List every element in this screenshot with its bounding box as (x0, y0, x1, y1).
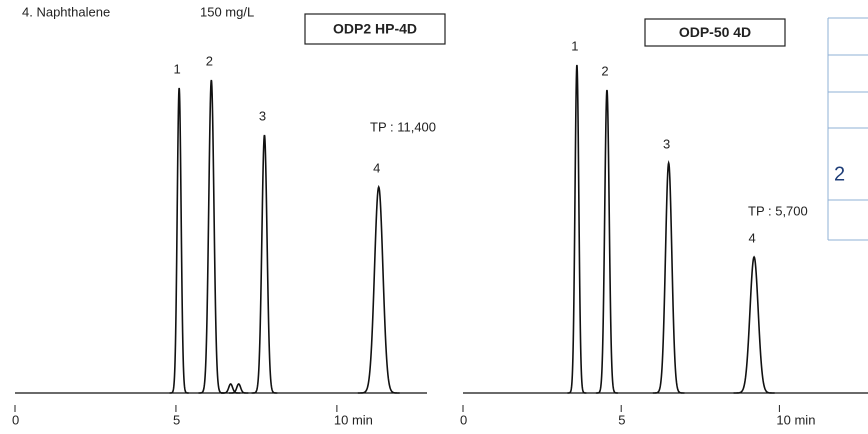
peak (198, 79, 225, 394)
peak (221, 383, 241, 394)
peak (733, 255, 775, 394)
x-tick-label: 10 min (776, 412, 815, 427)
peak (652, 159, 685, 394)
title-box (644, 18, 786, 47)
compound: 4. Naphthalene (22, 4, 110, 19)
peak-label: 3 (663, 136, 670, 151)
peak-label: 3 (259, 108, 266, 123)
peak (357, 184, 400, 394)
table-cell: 2 (834, 163, 845, 185)
x-tick-label: 0 (460, 412, 467, 427)
side-table: 2 (827, 17, 868, 241)
peak-label: 4 (748, 230, 755, 245)
x-tick-label: 5 (173, 412, 180, 427)
plate-count: TP : 11,400 (370, 119, 436, 134)
x-tick-label: 0 (12, 412, 19, 427)
peak-label: 1 (571, 38, 578, 53)
peak-label: 2 (206, 53, 213, 68)
title-box (304, 13, 446, 45)
peak (251, 134, 278, 394)
x-tick-label: 10 min (334, 412, 373, 427)
chart-title: ODP-50 4D (679, 24, 751, 40)
concentration: 150 mg/L (200, 4, 254, 19)
peak-label: 4 (373, 160, 380, 175)
peak-label: 2 (601, 63, 608, 78)
plate-count: TP : 5,700 (748, 203, 808, 218)
x-tick-label: 5 (618, 412, 625, 427)
peak (595, 89, 619, 394)
peak (567, 64, 587, 394)
peak-label: 1 (174, 61, 181, 76)
chart-title: ODP2 HP-4D (333, 21, 417, 37)
peak (169, 87, 189, 394)
peak (229, 383, 249, 394)
